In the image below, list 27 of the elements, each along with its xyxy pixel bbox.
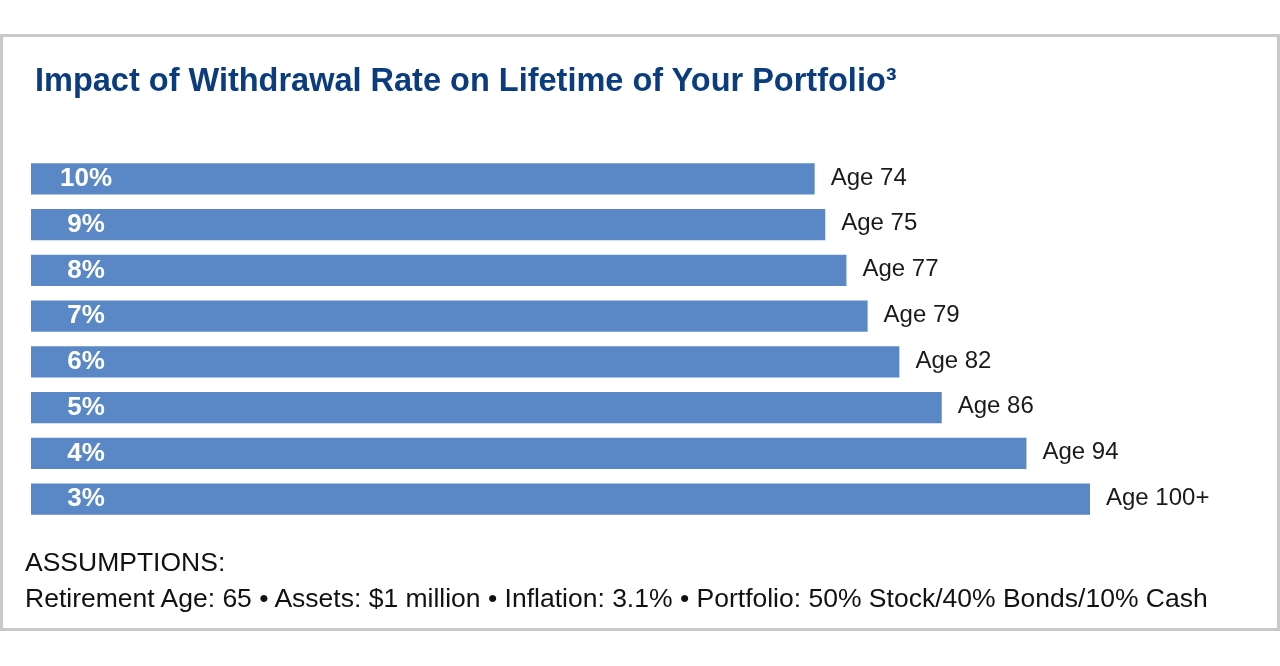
- data-label: Age 77: [862, 254, 939, 281]
- data-label: Age 100+: [1106, 482, 1210, 510]
- data-label: Age 94: [1042, 437, 1119, 464]
- y-tick-label: 9%: [67, 207, 105, 238]
- data-label: Age 86: [957, 391, 1034, 419]
- data-label: Age 74: [830, 162, 907, 190]
- data-label: Age 79: [883, 299, 960, 327]
- text: Retirement Age: 65 • Assets: $1 million • Inflation: 3.1% • Portfolio: 50% Stock/40% Bonds/10% Cash: [25, 582, 1208, 615]
- y-tick-label: 8%: [67, 253, 105, 284]
- bar: [31, 163, 815, 195]
- chart-title: Impact of Withdrawal Rate on Lifetime of Your Portfolio³: [35, 62, 897, 98]
- y-tick-label: 6%: [67, 345, 105, 376]
- y-tick-label: 7%: [67, 299, 105, 330]
- bar: [31, 437, 1027, 470]
- y-tick-label: 5%: [67, 390, 105, 421]
- y-tick-label: 4%: [67, 436, 105, 467]
- data-label: Age 75: [841, 208, 918, 236]
- data-label: Age 82: [915, 345, 992, 373]
- y-tick-label: 10%: [59, 162, 113, 193]
- bar: [31, 346, 900, 378]
- bar: [31, 254, 847, 287]
- y-tick-label: 3%: [67, 482, 105, 513]
- text: ASSUMPTIONS:: [25, 546, 227, 579]
- bar: [31, 483, 1090, 515]
- bar: [31, 208, 826, 241]
- bar: [31, 300, 868, 332]
- bar: [31, 391, 942, 424]
